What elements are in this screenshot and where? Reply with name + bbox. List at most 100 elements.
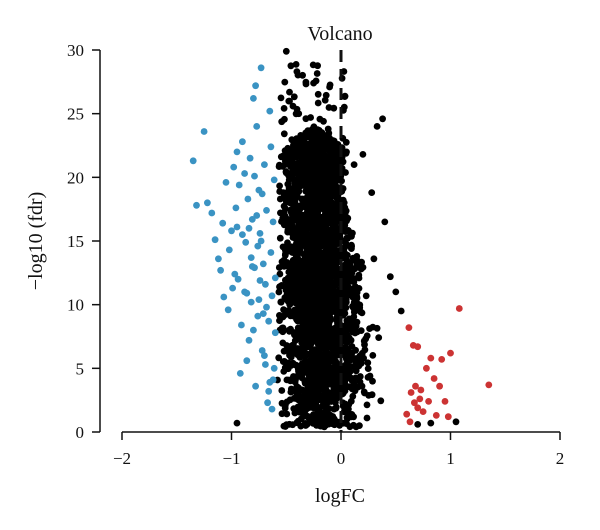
point-not-significant (320, 201, 328, 209)
point-not-significant (293, 189, 301, 197)
point-not-significant (314, 90, 322, 98)
point-upregulated (416, 395, 424, 403)
point-not-significant (325, 264, 332, 271)
point-not-significant (349, 302, 356, 310)
point-not-significant (307, 157, 314, 165)
point-not-significant (314, 335, 322, 343)
point-not-significant (350, 161, 358, 169)
point-downregulated (259, 260, 267, 268)
point-downregulated (257, 64, 265, 72)
point-not-significant (363, 332, 371, 340)
point-not-significant (346, 423, 354, 431)
point-not-significant (334, 265, 342, 273)
point-not-significant (297, 333, 305, 341)
point-downregulated (228, 227, 235, 235)
point-not-significant (297, 368, 305, 375)
point-not-significant (342, 138, 350, 146)
point-not-significant (336, 157, 343, 165)
point-not-significant (330, 157, 337, 165)
point-upregulated (485, 381, 493, 389)
point-not-significant (333, 189, 340, 197)
point-not-significant (364, 359, 372, 367)
point-downregulated (247, 298, 255, 306)
point-not-significant (279, 339, 287, 347)
point-not-significant (298, 339, 306, 347)
point-upregulated (407, 389, 415, 396)
point-not-significant (363, 414, 371, 422)
point-not-significant (316, 241, 323, 249)
point-downregulated (204, 199, 211, 207)
point-not-significant (311, 143, 319, 151)
point-downregulated (265, 317, 273, 325)
point-not-significant (279, 214, 287, 222)
point-not-significant (295, 384, 302, 392)
point-not-significant (331, 165, 339, 173)
point-not-significant (319, 423, 327, 430)
point-not-significant (330, 345, 337, 352)
point-not-significant (356, 373, 364, 380)
point-not-significant (306, 371, 313, 378)
x-axis-title: logFC (315, 485, 365, 507)
point-not-significant (276, 312, 283, 319)
point-not-significant (328, 246, 336, 254)
point-not-significant (314, 374, 321, 381)
point-not-significant (303, 304, 311, 312)
point-not-significant (348, 243, 355, 250)
point-not-significant (285, 359, 292, 367)
point-not-significant (288, 136, 296, 144)
point-not-significant (320, 251, 328, 259)
point-not-significant (341, 309, 348, 317)
point-not-significant (349, 392, 357, 400)
point-downregulated (189, 157, 197, 165)
point-not-significant (294, 345, 302, 352)
point-not-significant (307, 128, 315, 136)
point-not-significant (341, 93, 349, 100)
point-downregulated (253, 123, 261, 130)
point-not-significant (277, 94, 285, 102)
point-not-significant (309, 166, 317, 174)
point-not-significant (325, 367, 333, 374)
point-not-significant (327, 271, 335, 279)
point-not-significant (275, 288, 283, 296)
point-not-significant (305, 248, 313, 256)
point-downregulated (200, 128, 208, 135)
point-not-significant (311, 194, 318, 201)
point-not-significant (300, 222, 307, 230)
point-not-significant (298, 295, 306, 303)
point-not-significant (293, 253, 301, 260)
point-not-significant (324, 289, 331, 297)
point-not-significant (333, 370, 340, 378)
point-not-significant (298, 263, 306, 271)
point-not-significant (301, 410, 309, 418)
point-not-significant (375, 334, 383, 341)
point-not-significant (287, 62, 295, 70)
point-downregulated (268, 405, 276, 413)
point-downregulated (219, 219, 227, 227)
point-not-significant (304, 365, 311, 373)
point-not-significant (313, 417, 321, 425)
point-not-significant (279, 243, 287, 251)
point-not-significant (303, 320, 311, 328)
point-not-significant (312, 185, 320, 193)
point-not-significant (287, 353, 295, 361)
point-not-significant (304, 195, 312, 203)
point-upregulated (438, 356, 446, 363)
point-not-significant (284, 228, 292, 236)
point-not-significant (305, 329, 313, 336)
point-not-significant (277, 153, 285, 161)
point-not-significant (313, 365, 321, 373)
point-not-significant (314, 216, 322, 224)
point-not-significant (311, 173, 319, 181)
point-not-significant (313, 248, 321, 256)
point-not-significant (330, 376, 337, 383)
point-not-significant (291, 207, 299, 215)
point-not-significant (332, 308, 340, 315)
y-tick-label: 15 (67, 232, 84, 251)
point-not-significant (331, 139, 338, 147)
y-tick-label: 0 (76, 423, 85, 442)
point-not-significant (317, 257, 324, 265)
point-not-significant (277, 209, 284, 217)
point-not-significant (314, 99, 322, 107)
point-not-significant (321, 339, 329, 347)
point-downregulated (250, 326, 257, 334)
